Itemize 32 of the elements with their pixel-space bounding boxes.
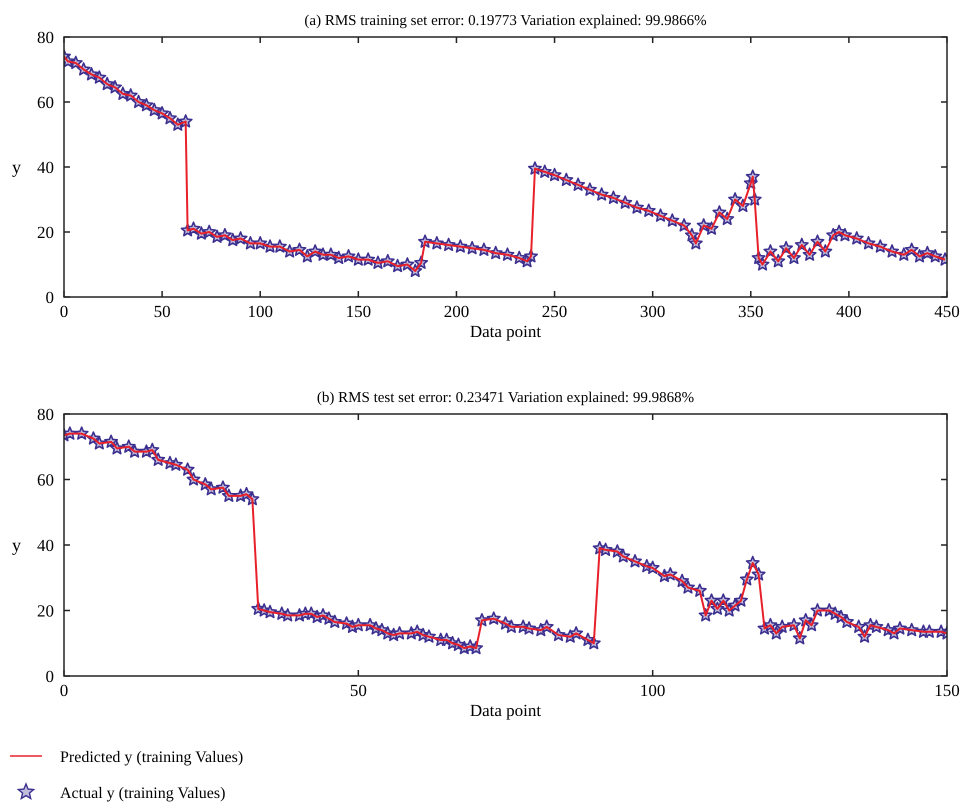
x-tick-label: 450 (934, 302, 960, 321)
x-tick-label: 0 (60, 302, 68, 321)
x-tick-label: 0 (60, 681, 68, 700)
x-tick-label: 250 (542, 302, 568, 321)
y-tick-label: 80 (37, 405, 54, 424)
x-tick-label: 100 (640, 681, 666, 700)
y-tick-label: 60 (37, 93, 54, 112)
y-axis-title: y (12, 535, 21, 555)
x-axis-title: Data point (470, 701, 542, 720)
y-tick-label: 40 (37, 158, 54, 177)
x-axis-title: Data point (470, 322, 542, 341)
x-tick-label: 300 (640, 302, 666, 321)
chart-title: (a) RMS training set error: 0.19773 Variation explained: 99.9866% (304, 13, 707, 29)
y-tick-label: 60 (37, 470, 54, 490)
y-tick-label: 0 (46, 667, 54, 686)
legend-label: Actual y (training Values) (60, 785, 226, 802)
y-tick-label: 80 (37, 28, 54, 47)
y-tick-label: 20 (37, 602, 54, 620)
chart-title: (b) RMS test set error: 0.23471 Variation explained: 99.9868% (316, 390, 694, 406)
x-tick-label: 150 (346, 302, 372, 321)
y-tick-label: 20 (37, 223, 54, 242)
x-tick-label: 100 (247, 302, 273, 321)
x-tick-label: 200 (444, 302, 470, 321)
x-tick-label: 400 (836, 302, 862, 321)
y-tick-label: 40 (37, 536, 54, 555)
y-axis-title: y (12, 157, 21, 177)
x-tick-label: 50 (350, 681, 367, 700)
x-tick-label: 150 (934, 681, 960, 700)
x-tick-label: 50 (154, 302, 171, 321)
y-tick-label: 0 (46, 288, 54, 307)
x-tick-label: 350 (738, 302, 764, 321)
legend-label: Predicted y (training Values) (60, 749, 244, 766)
